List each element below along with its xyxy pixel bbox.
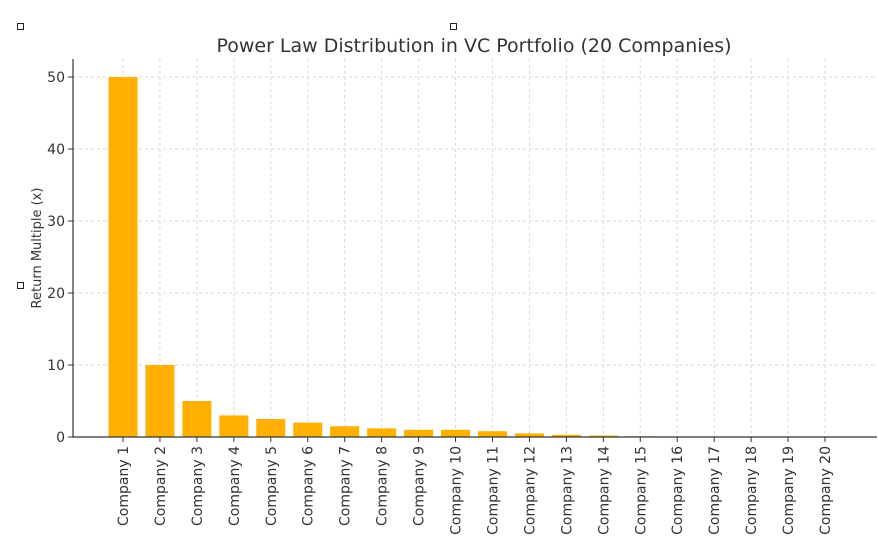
- bar: [441, 429, 471, 437]
- bar: [514, 433, 544, 437]
- bar: [256, 419, 286, 437]
- x-tick-label: Company 8: [375, 446, 391, 526]
- axes: [68, 59, 877, 442]
- grid-lines: [73, 59, 877, 438]
- x-tick-label: Company 3: [190, 446, 206, 526]
- selection-handle-icon[interactable]: [450, 23, 457, 30]
- bar: [477, 431, 507, 437]
- x-tick-label: Company 1: [116, 446, 132, 526]
- x-tick-label: Company 12: [522, 446, 538, 535]
- bars: [108, 77, 840, 437]
- x-tick-label: Company 16: [670, 446, 686, 535]
- x-tick-label: Company 14: [596, 446, 612, 535]
- bar: [182, 401, 212, 437]
- bar: [551, 434, 581, 437]
- bar: [367, 428, 397, 437]
- selection-handle-icon[interactable]: [17, 282, 24, 289]
- y-axis-label: Return Multiple (x): [30, 188, 45, 309]
- x-tick-label: Company 9: [412, 446, 428, 526]
- x-tick-label: Company 2: [153, 446, 169, 526]
- x-tick-label: Company 6: [301, 446, 317, 526]
- y-tick-label: 20: [47, 286, 65, 302]
- selection-handle-icon[interactable]: [17, 23, 24, 30]
- x-tick-label: Company 18: [744, 446, 760, 535]
- bar: [330, 426, 360, 437]
- x-tick-label: Company 15: [633, 446, 649, 535]
- bar: [404, 429, 434, 437]
- x-tick-labels: Company 1 Company 2 Company 3 Company 4 Comp…: [116, 446, 834, 535]
- y-tick-labels: 0 10 20 30 40 50: [47, 70, 65, 446]
- y-tick-label: 0: [56, 430, 65, 446]
- x-tick-label: Company 5: [264, 446, 280, 526]
- x-tick-label: Company 4: [227, 446, 243, 526]
- x-tick-label: Company 13: [559, 446, 575, 535]
- bar: [293, 422, 323, 437]
- x-tick-label: Company 19: [781, 446, 797, 535]
- y-tick-label: 40: [47, 142, 65, 158]
- x-tick-label: Company 17: [707, 446, 723, 535]
- x-tick-label: Company 10: [449, 446, 465, 535]
- x-tick-label: Company 20: [818, 446, 834, 535]
- x-tick-label: Company 7: [338, 446, 354, 526]
- y-tick-label: 10: [47, 358, 65, 374]
- bar: [145, 365, 175, 437]
- bar: [588, 435, 618, 437]
- bar: [219, 415, 249, 437]
- chart-title: Power Law Distribution in VC Portfolio (…: [216, 35, 731, 57]
- bar: [108, 77, 138, 437]
- y-tick-label: 30: [47, 214, 65, 230]
- y-tick-label: 50: [47, 70, 65, 86]
- x-tick-label: Company 11: [485, 446, 501, 535]
